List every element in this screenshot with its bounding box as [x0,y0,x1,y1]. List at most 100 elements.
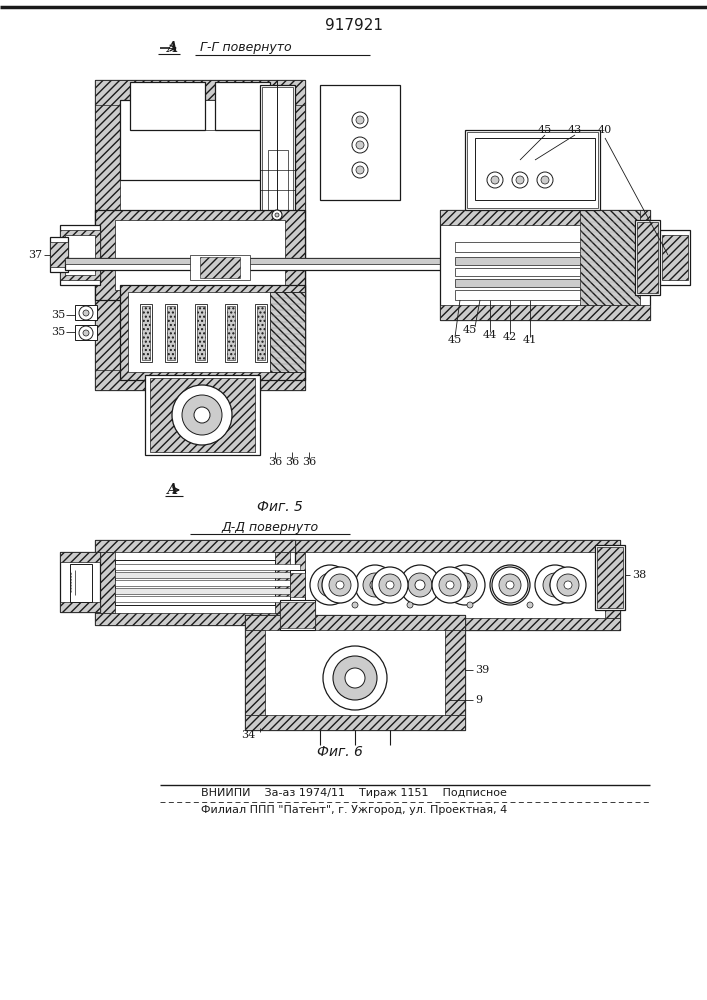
Text: 37: 37 [28,250,42,260]
Bar [60,230,100,280]
Bar [465,130,600,210]
Bar [65,258,605,264]
Bar [227,306,235,360]
Text: 36: 36 [285,457,299,467]
Bar [95,370,305,390]
Bar [128,292,298,372]
Bar [245,630,265,715]
Bar [245,615,465,630]
Bar [190,255,250,280]
Circle shape [352,602,358,608]
Bar [115,596,300,602]
Bar [257,306,265,360]
Bar [120,285,305,380]
Text: А: А [166,41,177,55]
Bar [455,279,635,287]
Bar [440,305,650,320]
Bar [455,268,635,276]
Circle shape [310,565,350,605]
Bar [290,573,305,597]
Circle shape [83,310,89,316]
Bar [245,615,465,730]
Circle shape [537,172,553,188]
Bar [95,540,295,625]
Circle shape [543,573,567,597]
Bar [320,85,400,200]
Circle shape [499,574,521,596]
Text: Филиал ППП "Патент", г. Ужгород, ул. Проектная, 4: Филиал ППП "Патент", г. Ужгород, ул. Про… [201,805,507,815]
Bar [95,210,305,300]
Bar [445,630,465,715]
Bar [215,82,270,130]
Circle shape [487,172,503,188]
Text: Д-Д повернуто: Д-Д повернуто [221,520,319,534]
Circle shape [407,602,413,608]
Text: 35: 35 [51,327,65,337]
Bar [197,306,205,360]
Bar [65,235,95,275]
Bar [268,150,288,210]
Circle shape [492,567,528,603]
Circle shape [541,176,549,184]
Bar [290,618,620,630]
Bar [475,138,595,200]
Text: ВНИИПИ    За-аз 1974/11    Тираж 1151    Подписное: ВНИИПИ За-аз 1974/11 Тираж 1151 Подписно… [201,788,507,798]
Text: 917921: 917921 [325,17,383,32]
Circle shape [527,602,533,608]
Text: 39: 39 [475,665,489,675]
Bar [50,242,68,267]
Bar [455,290,635,300]
Circle shape [564,581,572,589]
Circle shape [467,602,473,608]
Bar [115,220,285,290]
Bar [142,306,150,360]
Bar [662,235,688,280]
Circle shape [460,580,470,590]
Text: Г-Г повернуто: Г-Г повернуто [200,41,291,54]
Bar [467,132,598,208]
Circle shape [345,668,365,688]
Bar [145,375,260,455]
Bar [280,80,305,390]
Circle shape [446,581,454,589]
Bar [225,304,237,362]
Bar [75,305,97,320]
Bar [255,304,267,362]
Bar [290,540,620,552]
Circle shape [453,573,477,597]
Text: 35: 35 [51,310,65,320]
Text: Фиг. 5: Фиг. 5 [257,500,303,514]
Circle shape [83,330,89,336]
Circle shape [79,326,93,340]
Bar [455,242,635,252]
Circle shape [506,581,514,589]
Bar [262,87,293,238]
Bar [60,225,100,285]
Text: 9: 9 [475,695,482,705]
Bar [637,222,658,293]
Bar [580,210,640,305]
Circle shape [550,580,560,590]
Text: 42: 42 [503,332,517,342]
Text: 38: 38 [632,570,646,580]
Text: А: А [166,483,177,497]
Circle shape [356,141,364,149]
Bar [280,600,315,630]
Circle shape [333,656,377,700]
Bar [245,715,465,730]
Circle shape [370,580,380,590]
Text: Фиг. 6: Фиг. 6 [317,745,363,759]
Bar [270,292,305,372]
Circle shape [415,580,425,590]
Bar [275,552,290,613]
Text: 36: 36 [302,457,316,467]
Bar [115,580,300,586]
Circle shape [557,574,579,596]
Bar [290,570,305,600]
Circle shape [352,162,368,178]
Bar [290,552,305,618]
Bar [115,572,300,578]
Circle shape [535,565,575,605]
Bar [75,325,97,340]
Bar [595,545,625,610]
